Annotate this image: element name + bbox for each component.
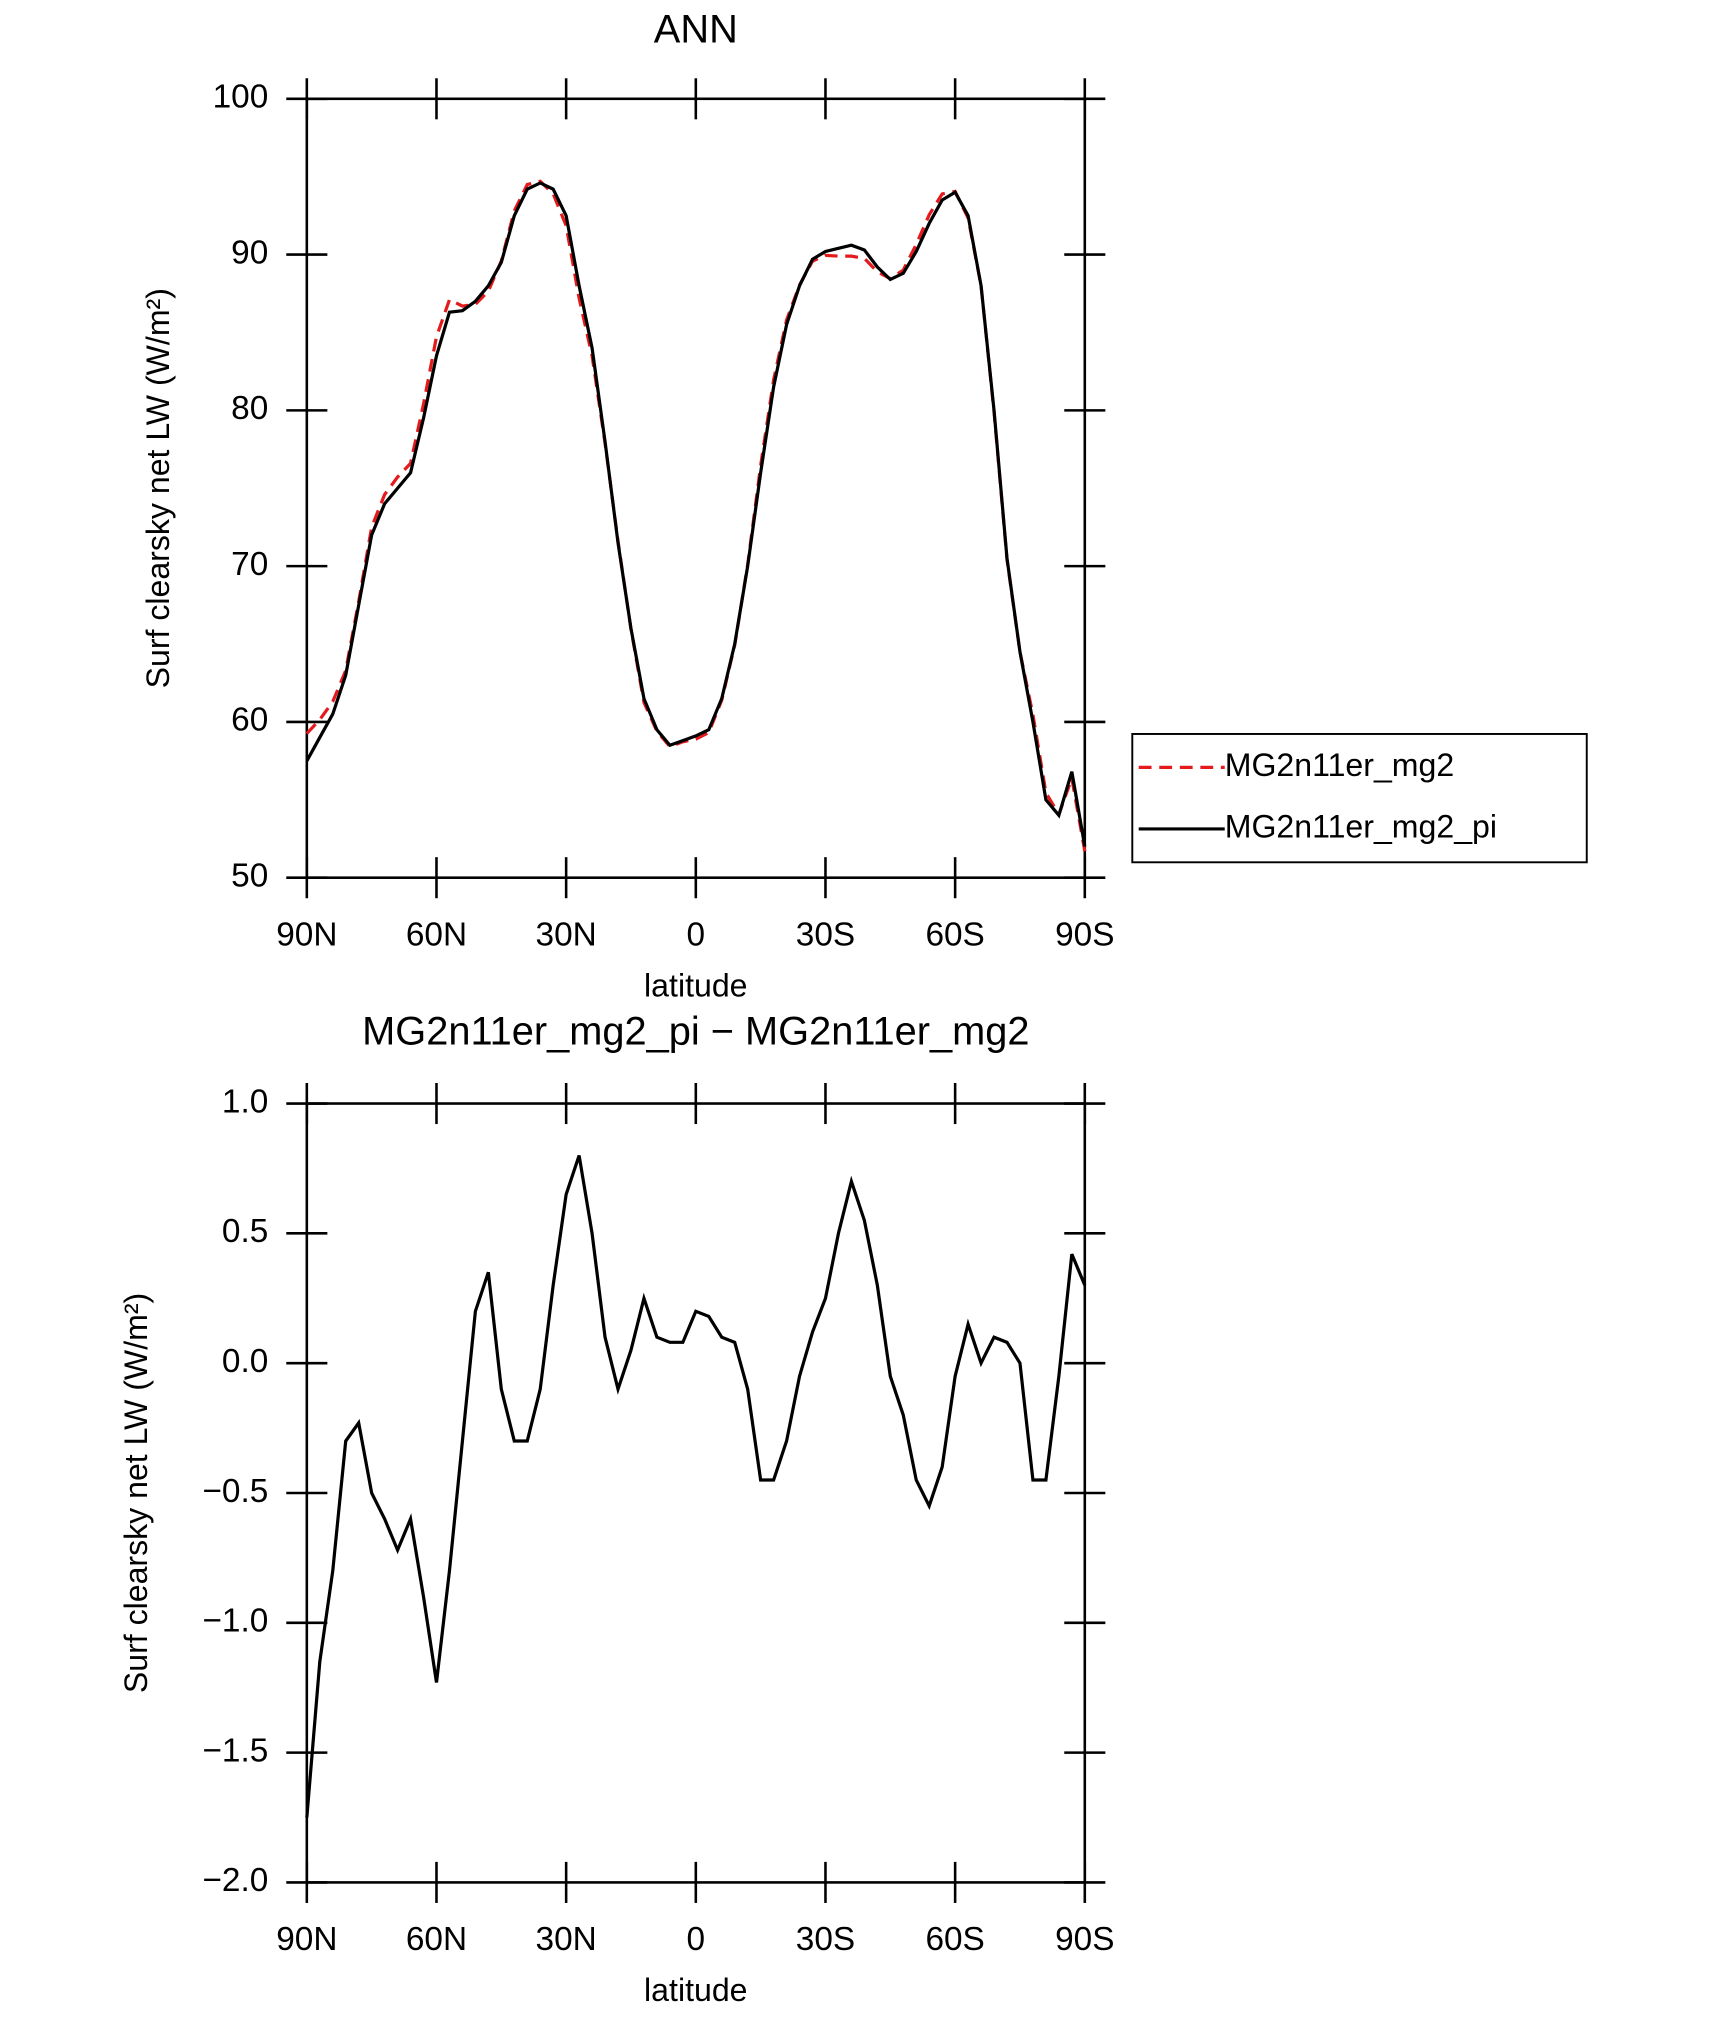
chart-title: ANN [654,8,738,52]
x-tick-label: 0 [687,1921,706,1958]
x-tick-label: 0 [687,917,706,954]
y-tick-label: 80 [231,390,268,427]
y-tick-label: 90 [231,234,268,271]
x-axis-label: latitude [644,1972,747,2008]
y-tick-label: 0.5 [222,1213,268,1250]
x-tick-label: 30S [796,1921,855,1958]
x-tick-label: 30N [536,1921,597,1958]
x-tick-label: 90S [1055,917,1114,954]
x-tick-label: 90N [276,917,337,954]
data-line [305,181,1087,847]
x-tick-label: 60S [925,1921,984,1958]
y-axis-label: Surf clearsky net LW (W/m²) [118,1293,154,1693]
plot-frame [305,1102,1087,1884]
y-tick-label: −0.5 [202,1473,268,1510]
legend-label: MG2n11er_mg2_pi [1225,808,1497,844]
data-line [305,1154,1087,1818]
y-tick-label: 1.0 [222,1083,268,1120]
data-line [305,179,1087,852]
y-tick-label: 100 [213,79,269,116]
x-tick-label: 90N [276,1921,337,1958]
x-tick-label: 60S [925,917,984,954]
x-axis-label: latitude [644,968,747,1004]
x-tick-label: 90S [1055,1921,1114,1958]
y-tick-label: 0.0 [222,1343,268,1380]
y-axis-label: Surf clearsky net LW (W/m²) [140,288,176,688]
y-tick-label: −1.0 [202,1603,268,1640]
x-tick-label: 30N [536,917,597,954]
y-tick-label: 60 [231,702,268,739]
x-tick-label: 30S [796,917,855,954]
chart-title: MG2n11er_mg2_pi − MG2n11er_mg2 [362,1010,1029,1054]
x-tick-label: 60N [406,917,467,954]
legend-box [1131,733,1588,864]
y-tick-label: 70 [231,546,268,583]
y-tick-label: −1.5 [202,1732,268,1769]
y-tick-label: −2.0 [202,1862,268,1899]
legend-label: MG2n11er_mg2 [1225,747,1454,783]
y-tick-label: 50 [231,858,268,895]
x-tick-label: 60N [406,1921,467,1958]
